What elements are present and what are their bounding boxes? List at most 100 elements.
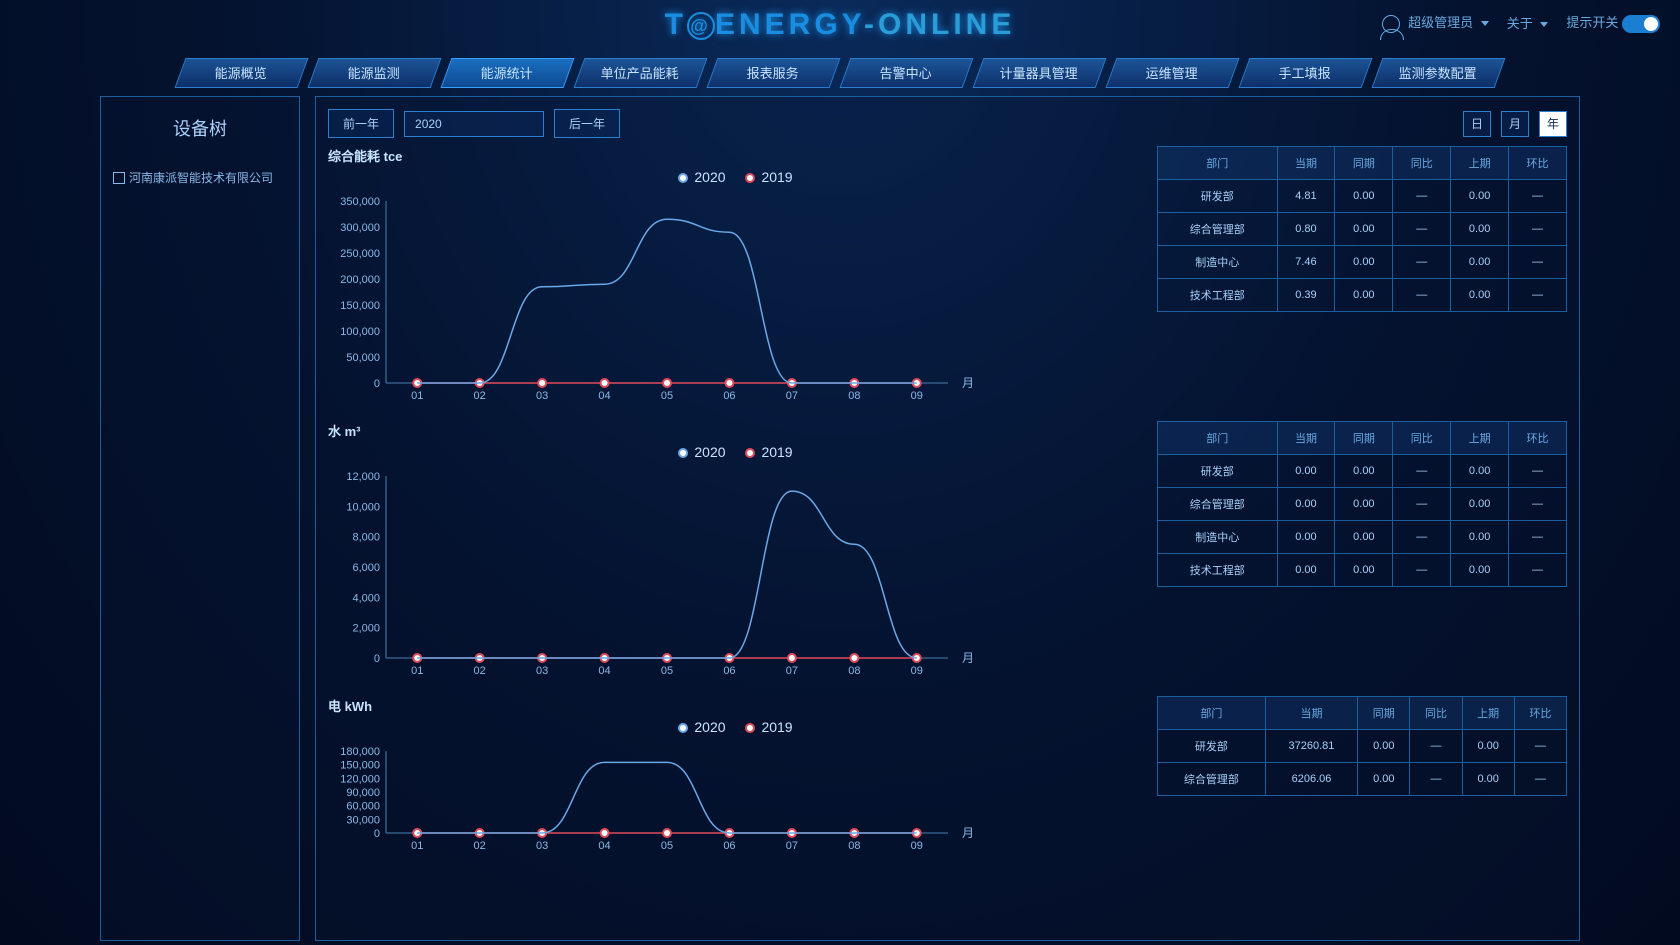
- svg-text:8,000: 8,000: [352, 532, 380, 544]
- svg-text:04: 04: [598, 390, 610, 402]
- svg-text:09: 09: [911, 390, 923, 402]
- table-cell: 制造中心: [1158, 246, 1278, 279]
- svg-text:250,000: 250,000: [340, 248, 380, 260]
- svg-text:200,000: 200,000: [340, 274, 380, 286]
- legend-label: 2019: [761, 444, 792, 460]
- table-row: 研发部0.000.00—0.00—: [1158, 455, 1567, 488]
- toggle-label: 提示开关: [1566, 15, 1618, 30]
- table-cell: 4.81: [1277, 180, 1335, 213]
- table-header: 部门: [1158, 147, 1278, 180]
- svg-text:09: 09: [911, 840, 923, 852]
- period-button[interactable]: 日: [1463, 111, 1491, 137]
- tree-item-label: 河南康派智能技术有限公司: [129, 169, 273, 186]
- svg-text:07: 07: [786, 390, 798, 402]
- svg-text:180,000: 180,000: [340, 746, 380, 758]
- year-input[interactable]: [404, 111, 544, 137]
- chart-title: 水 m³: [328, 421, 1127, 440]
- table-cell: 研发部: [1158, 730, 1266, 763]
- table-row: 技术工程部0.000.00—0.00—: [1158, 554, 1567, 587]
- table-cell: —: [1393, 488, 1451, 521]
- user-menu[interactable]: 超级管理员: [1382, 12, 1488, 33]
- table-cell: —: [1509, 455, 1567, 488]
- chart-legend: 2020 2019: [328, 169, 1127, 185]
- svg-text:02: 02: [474, 665, 486, 677]
- chart-section: 电 kWh 2020 2019 030,00060,00090,000120,0…: [328, 696, 1567, 861]
- table-cell: —: [1393, 455, 1451, 488]
- svg-text:05: 05: [661, 390, 673, 402]
- table-cell: 0.39: [1277, 279, 1335, 312]
- svg-text:01: 01: [411, 840, 423, 852]
- table-header: 上期: [1462, 697, 1514, 730]
- toggle-section: 提示开关: [1566, 12, 1660, 33]
- svg-text:03: 03: [536, 840, 548, 852]
- nav-item[interactable]: 能源统计: [441, 58, 575, 88]
- nav-item[interactable]: 能源监测: [308, 58, 442, 88]
- table-cell: 0.00: [1451, 455, 1509, 488]
- table-cell: 0.00: [1335, 455, 1393, 488]
- table-cell: —: [1509, 488, 1567, 521]
- table-row: 综合管理部0.000.00—0.00—: [1158, 488, 1567, 521]
- table-header: 当期: [1277, 147, 1335, 180]
- svg-text:0: 0: [374, 653, 380, 665]
- table-row: 综合管理部0.800.00—0.00—: [1158, 213, 1567, 246]
- svg-text:月: 月: [962, 651, 974, 665]
- about-menu[interactable]: 关于: [1507, 13, 1549, 32]
- logo: T@ENERGY-ONLINE: [665, 8, 1016, 42]
- nav-item[interactable]: 监测参数配置: [1372, 58, 1506, 88]
- about-label: 关于: [1507, 16, 1533, 31]
- nav-item[interactable]: 单位产品能耗: [574, 58, 708, 88]
- nav-item[interactable]: 运维管理: [1106, 58, 1240, 88]
- table-cell: —: [1514, 763, 1566, 796]
- table-cell: 7.46: [1277, 246, 1335, 279]
- svg-text:09: 09: [911, 665, 923, 677]
- period-button[interactable]: 年: [1539, 111, 1567, 137]
- nav-item[interactable]: 报表服务: [707, 58, 841, 88]
- chart-svg: 050,000100,000150,000200,000250,000300,0…: [328, 191, 978, 411]
- svg-text:06: 06: [723, 390, 735, 402]
- table-cell: 37260.81: [1265, 730, 1357, 763]
- table-cell: —: [1393, 279, 1451, 312]
- svg-text:08: 08: [848, 840, 860, 852]
- chart-section: 综合能耗 tce 2020 2019 050,000100,000150,000…: [328, 146, 1567, 411]
- table-cell: 0.80: [1277, 213, 1335, 246]
- table-header: 部门: [1158, 422, 1278, 455]
- content: 前一年 后一年 日月年 综合能耗 tce 2020 2019 050,00010…: [315, 96, 1580, 941]
- svg-text:月: 月: [962, 826, 974, 840]
- table-cell: 0.00: [1277, 554, 1335, 587]
- nav-item[interactable]: 计量器具管理: [973, 58, 1107, 88]
- hint-toggle[interactable]: [1622, 15, 1660, 33]
- svg-text:6,000: 6,000: [352, 562, 380, 574]
- table-cell: 0.00: [1451, 246, 1509, 279]
- tree-item[interactable]: 河南康派智能技术有限公司: [101, 159, 299, 196]
- svg-text:月: 月: [962, 376, 974, 390]
- prev-year-button[interactable]: 前一年: [328, 109, 394, 138]
- nav-item[interactable]: 能源概览: [175, 58, 309, 88]
- table-cell: 制造中心: [1158, 521, 1278, 554]
- next-year-button[interactable]: 后一年: [554, 109, 620, 138]
- period-button[interactable]: 月: [1501, 111, 1529, 137]
- table-cell: —: [1393, 554, 1451, 587]
- table-cell: —: [1509, 521, 1567, 554]
- table-cell: 技术工程部: [1158, 554, 1278, 587]
- chart-svg: 02,0004,0006,0008,00010,00012,0000102030…: [328, 466, 978, 686]
- table-header: 同期: [1335, 147, 1393, 180]
- svg-text:150,000: 150,000: [340, 760, 380, 772]
- table-cell: —: [1509, 213, 1567, 246]
- table-header: 当期: [1277, 422, 1335, 455]
- svg-text:120,000: 120,000: [340, 773, 380, 785]
- nav-item[interactable]: 告警中心: [840, 58, 974, 88]
- legend-dot-icon: [745, 173, 755, 183]
- nav-item[interactable]: 手工填报: [1239, 58, 1373, 88]
- svg-text:06: 06: [723, 665, 735, 677]
- table-cell: 0.00: [1451, 180, 1509, 213]
- table-header: 同期: [1335, 422, 1393, 455]
- table-cell: 0.00: [1462, 763, 1514, 796]
- legend-dot-icon: [745, 723, 755, 733]
- table-cell: 研发部: [1158, 455, 1278, 488]
- chart-box: 电 kWh 2020 2019 030,00060,00090,000120,0…: [328, 696, 1127, 861]
- table-row: 综合管理部6206.060.00—0.00—: [1158, 763, 1567, 796]
- table-cell: 0.00: [1451, 521, 1509, 554]
- table-row: 制造中心7.460.00—0.00—: [1158, 246, 1567, 279]
- table-header: 同期: [1358, 697, 1410, 730]
- svg-text:02: 02: [474, 840, 486, 852]
